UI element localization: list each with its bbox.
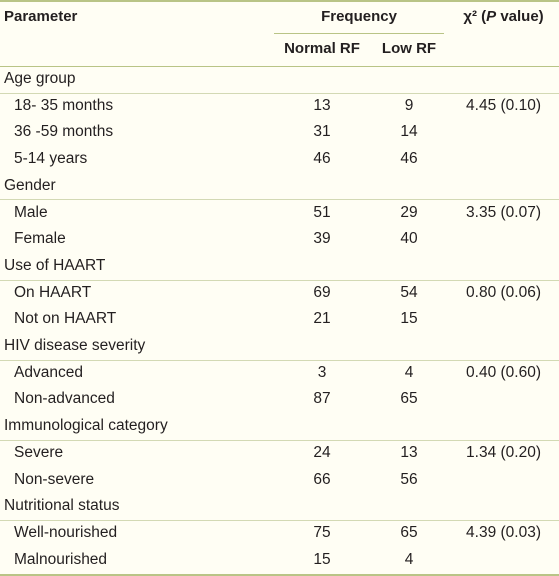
chi-square-value: 3.35 (0.07) — [466, 203, 541, 221]
top-rule — [0, 0, 559, 2]
table-row: Malnourished 15 4 — [0, 547, 559, 574]
chi-square-value: 1.34 (0.20) — [466, 443, 541, 461]
table-row: 36 -59 months 31 14 — [0, 119, 559, 146]
header-low-rf: Low RF — [381, 40, 437, 57]
group-row: Nutritional status — [0, 493, 559, 521]
table-row: Not on HAART 21 15 — [0, 306, 559, 333]
row-label: Non-severe — [14, 470, 95, 488]
row-label: 36 -59 months — [14, 123, 114, 141]
chi-value-word: value) — [500, 8, 544, 25]
row-label: 5-14 years — [14, 150, 88, 168]
group-label: Use of HAART — [4, 256, 106, 274]
chi-square-value: 4.39 (0.03) — [466, 523, 541, 541]
chi-square-value: 0.40 (0.60) — [466, 363, 541, 381]
normal-rf-value: 3 — [317, 363, 327, 381]
table-row: Advanced 3 4 0.40 (0.60) — [0, 360, 559, 387]
table-row: Severe 24 13 1.34 (0.20) — [0, 440, 559, 467]
table-row: Male 51 29 3.35 (0.07) — [0, 200, 559, 227]
row-label: Not on HAART — [14, 310, 117, 328]
normal-rf-value: 15 — [313, 550, 331, 568]
low-rf-value: 29 — [400, 203, 418, 221]
group-label: Age group — [4, 70, 76, 87]
low-rf-value: 9 — [404, 96, 414, 114]
table-row: On HAART 69 54 0.80 (0.06) — [0, 280, 559, 307]
chi-p-letter: P — [486, 8, 497, 25]
normal-rf-value: 21 — [313, 310, 331, 328]
normal-rf-value: 51 — [313, 203, 331, 221]
row-label: Non-advanced — [14, 390, 115, 408]
row-label: On HAART — [14, 283, 92, 301]
normal-rf-value: 31 — [313, 123, 331, 141]
low-rf-value: 4 — [404, 550, 414, 568]
normal-rf-value: 66 — [313, 470, 331, 488]
normal-rf-value: 24 — [313, 443, 331, 461]
row-label: 18- 35 months — [14, 96, 114, 114]
group-row: Age group — [0, 66, 559, 94]
table-row: Non-advanced 87 65 — [0, 386, 559, 413]
normal-rf-value: 13 — [313, 96, 331, 114]
group-row: HIV disease severity — [0, 333, 559, 361]
row-label: Malnourished — [14, 550, 108, 568]
group-row: Gender — [0, 173, 559, 201]
group-label: HIV disease severity — [4, 337, 146, 354]
low-rf-value: 13 — [400, 443, 418, 461]
normal-rf-value: 75 — [313, 523, 331, 541]
table-row: Non-severe 66 56 — [0, 467, 559, 494]
low-rf-value: 56 — [400, 470, 418, 488]
row-label: Male — [14, 203, 48, 221]
row-label: Severe — [14, 443, 64, 461]
group-label: Immunological category — [4, 417, 168, 435]
group-label: Nutritional status — [4, 497, 120, 515]
header-frequency: Frequency — [321, 8, 397, 25]
group-label: Gender — [4, 176, 56, 194]
table-row: 18- 35 months 13 9 4.45 (0.10) — [0, 93, 559, 120]
low-rf-value: 15 — [400, 310, 418, 328]
chi-square-value: 0.80 (0.06) — [466, 283, 541, 301]
chi-square-value: 4.45 (0.10) — [466, 96, 541, 114]
header-chi-square: χ² (P value) — [463, 8, 544, 25]
group-row: Immunological category — [0, 413, 559, 441]
low-rf-value: 65 — [400, 523, 418, 541]
normal-rf-value: 69 — [313, 283, 331, 301]
table-row: Well-nourished 75 65 4.39 (0.03) — [0, 520, 559, 547]
table-header: Parameter Frequency Normal RF Low RF χ² … — [0, 0, 559, 67]
row-label: Advanced — [14, 363, 83, 381]
header-parameter: Parameter — [4, 8, 78, 25]
low-rf-value: 54 — [400, 283, 418, 301]
header-normal-rf: Normal RF — [284, 40, 360, 57]
chi-symbol: χ² — [463, 8, 477, 25]
normal-rf-value: 39 — [313, 230, 331, 248]
normal-rf-value: 46 — [313, 150, 331, 168]
low-rf-value: 46 — [400, 150, 418, 168]
frequency-rule — [274, 33, 444, 34]
row-label: Well-nourished — [14, 523, 118, 541]
table-row: 5-14 years 46 46 — [0, 146, 559, 173]
low-rf-value: 40 — [400, 230, 418, 248]
low-rf-value: 14 — [400, 123, 418, 141]
row-label: Female — [14, 230, 66, 248]
low-rf-value: 65 — [400, 390, 418, 408]
low-rf-value: 4 — [404, 363, 414, 381]
normal-rf-value: 87 — [313, 390, 331, 408]
group-row: Use of HAART — [0, 253, 559, 281]
table-row: Female 39 40 — [0, 226, 559, 253]
